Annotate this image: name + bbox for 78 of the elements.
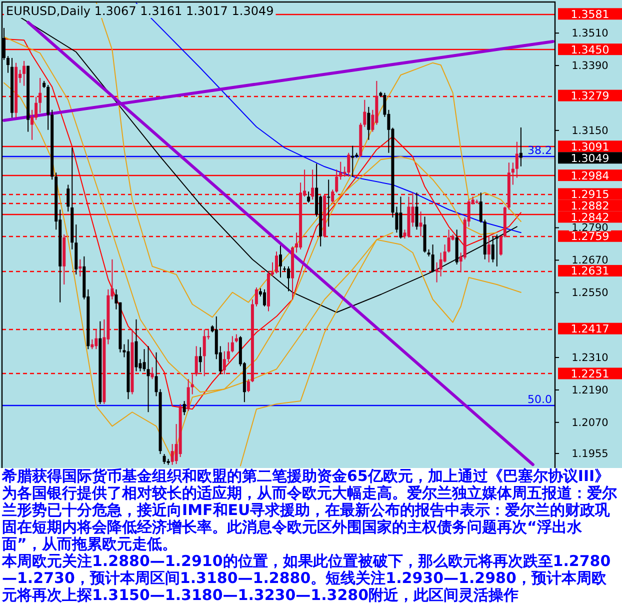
candlestick [146,346,150,413]
candlestick [226,342,230,363]
candlestick [198,346,202,373]
chart-title: EURUSD,Daily 1.3067 1.3161 1.3017 1.3049 [6,4,274,18]
candlestick [363,99,366,128]
y-tick-label: 1.2550 [572,287,608,300]
ref-line-label: 1.3279 [570,90,610,103]
ref-line-label: 1.2417 [570,322,610,336]
candlestick [487,236,490,263]
candlestick [415,192,418,230]
ref-line-label: 1.2882 [570,199,610,212]
candlestick [339,161,342,180]
candlestick [202,328,206,377]
candlestick [419,211,422,237]
candlestick [182,400,186,416]
ref-line-label: 1.2251 [570,367,610,380]
annotation: 38.2 [528,144,552,157]
ref-line-label: 1.2915 [570,188,610,201]
candlestick [262,288,266,307]
candlestick [439,252,442,277]
candlestick [154,352,158,397]
candlestick [447,229,450,254]
candlestick [246,378,250,393]
ref-line-label: 1.3049 [570,152,610,165]
candlestick [499,236,502,256]
y-tick-label: 1.3150 [572,124,608,137]
candlestick [222,350,226,375]
y-tick-label: 1.2670 [572,254,608,267]
candlestick [162,454,166,465]
candlestick [170,444,174,466]
candlestick [307,191,310,204]
candlestick [22,60,26,86]
ref-line-label: 1.2631 [570,264,610,278]
candlestick [34,96,38,120]
y-tick-label: 1.2190 [572,384,608,396]
candlestick [331,189,334,204]
candlestick [479,192,482,224]
candlestick [230,336,234,353]
candlestick [327,179,330,228]
candlestick [66,184,70,212]
candlestick [94,328,98,350]
candlestick [311,169,314,200]
candlestick [519,126,522,167]
candlestick [279,245,282,278]
candlestick [78,258,82,277]
candlestick [274,251,278,274]
candlestick [194,346,198,377]
candlestick [38,77,42,114]
candlestick [435,262,438,283]
candlestick [335,169,338,194]
candlestick [431,244,434,273]
candlestick [287,266,290,292]
candlestick [491,236,494,263]
candlestick [150,366,154,380]
annotation: 50.0 [528,393,552,406]
candlestick [395,206,398,234]
y-tick-label: 1.2070 [572,416,608,429]
y-tick-label: 1.3390 [572,60,608,72]
candlestick [6,56,10,74]
annotation: 希腊获得国际货币基金组织和欧盟的第二笔援助资金65亿欧元，加上通过《巴塞尔协议III》为各国银行提供了相对较长的适应期，从而令欧元大幅走高。爱尔兰独立媒体周五报道：爱尔兰形势已十分危急，接近向IMF和EU寻求援助，在最新公布的报告中表示：爱尔兰的财政巩固在短期内将会降低经济增长率。此消息令欧元区外围国家的主权债务问题再次“浮出水面”，从而拖累欧元走低。 [2,467,618,553]
text: 本周欧元关注1.2880—1.2910的位置，如果此位置被破下，那么欧元将再次跌至1.2780—1.2730，预计本周区间1.3180—1.2880。短线关注1.2930—1.2980，预计本周欧元将再次上探1.3150—1.3180—1.3230—1.3280附近，此区间灵活操作 [2,552,612,604]
candlestick [511,162,514,186]
y-tick-label: 1.2310 [572,352,608,364]
ref-line-label: 1.3450 [570,43,610,56]
ref-line-label: 1.3581 [570,8,610,21]
y-tick-label: 1.3510 [572,28,608,40]
ref-line-label: 1.2984 [570,169,610,182]
candlestick [142,348,146,372]
candlestick [254,286,258,307]
candlestick [495,234,498,267]
ref-line-label: 1.2842 [570,210,610,224]
candlestick [367,106,370,140]
line-series [20,16,518,313]
y-tick-label: 1.1955 [572,448,608,460]
ref-line-label: 1.3091 [570,140,610,154]
candlestick [186,378,190,412]
candlestick [347,152,350,178]
candlestick [515,141,518,178]
